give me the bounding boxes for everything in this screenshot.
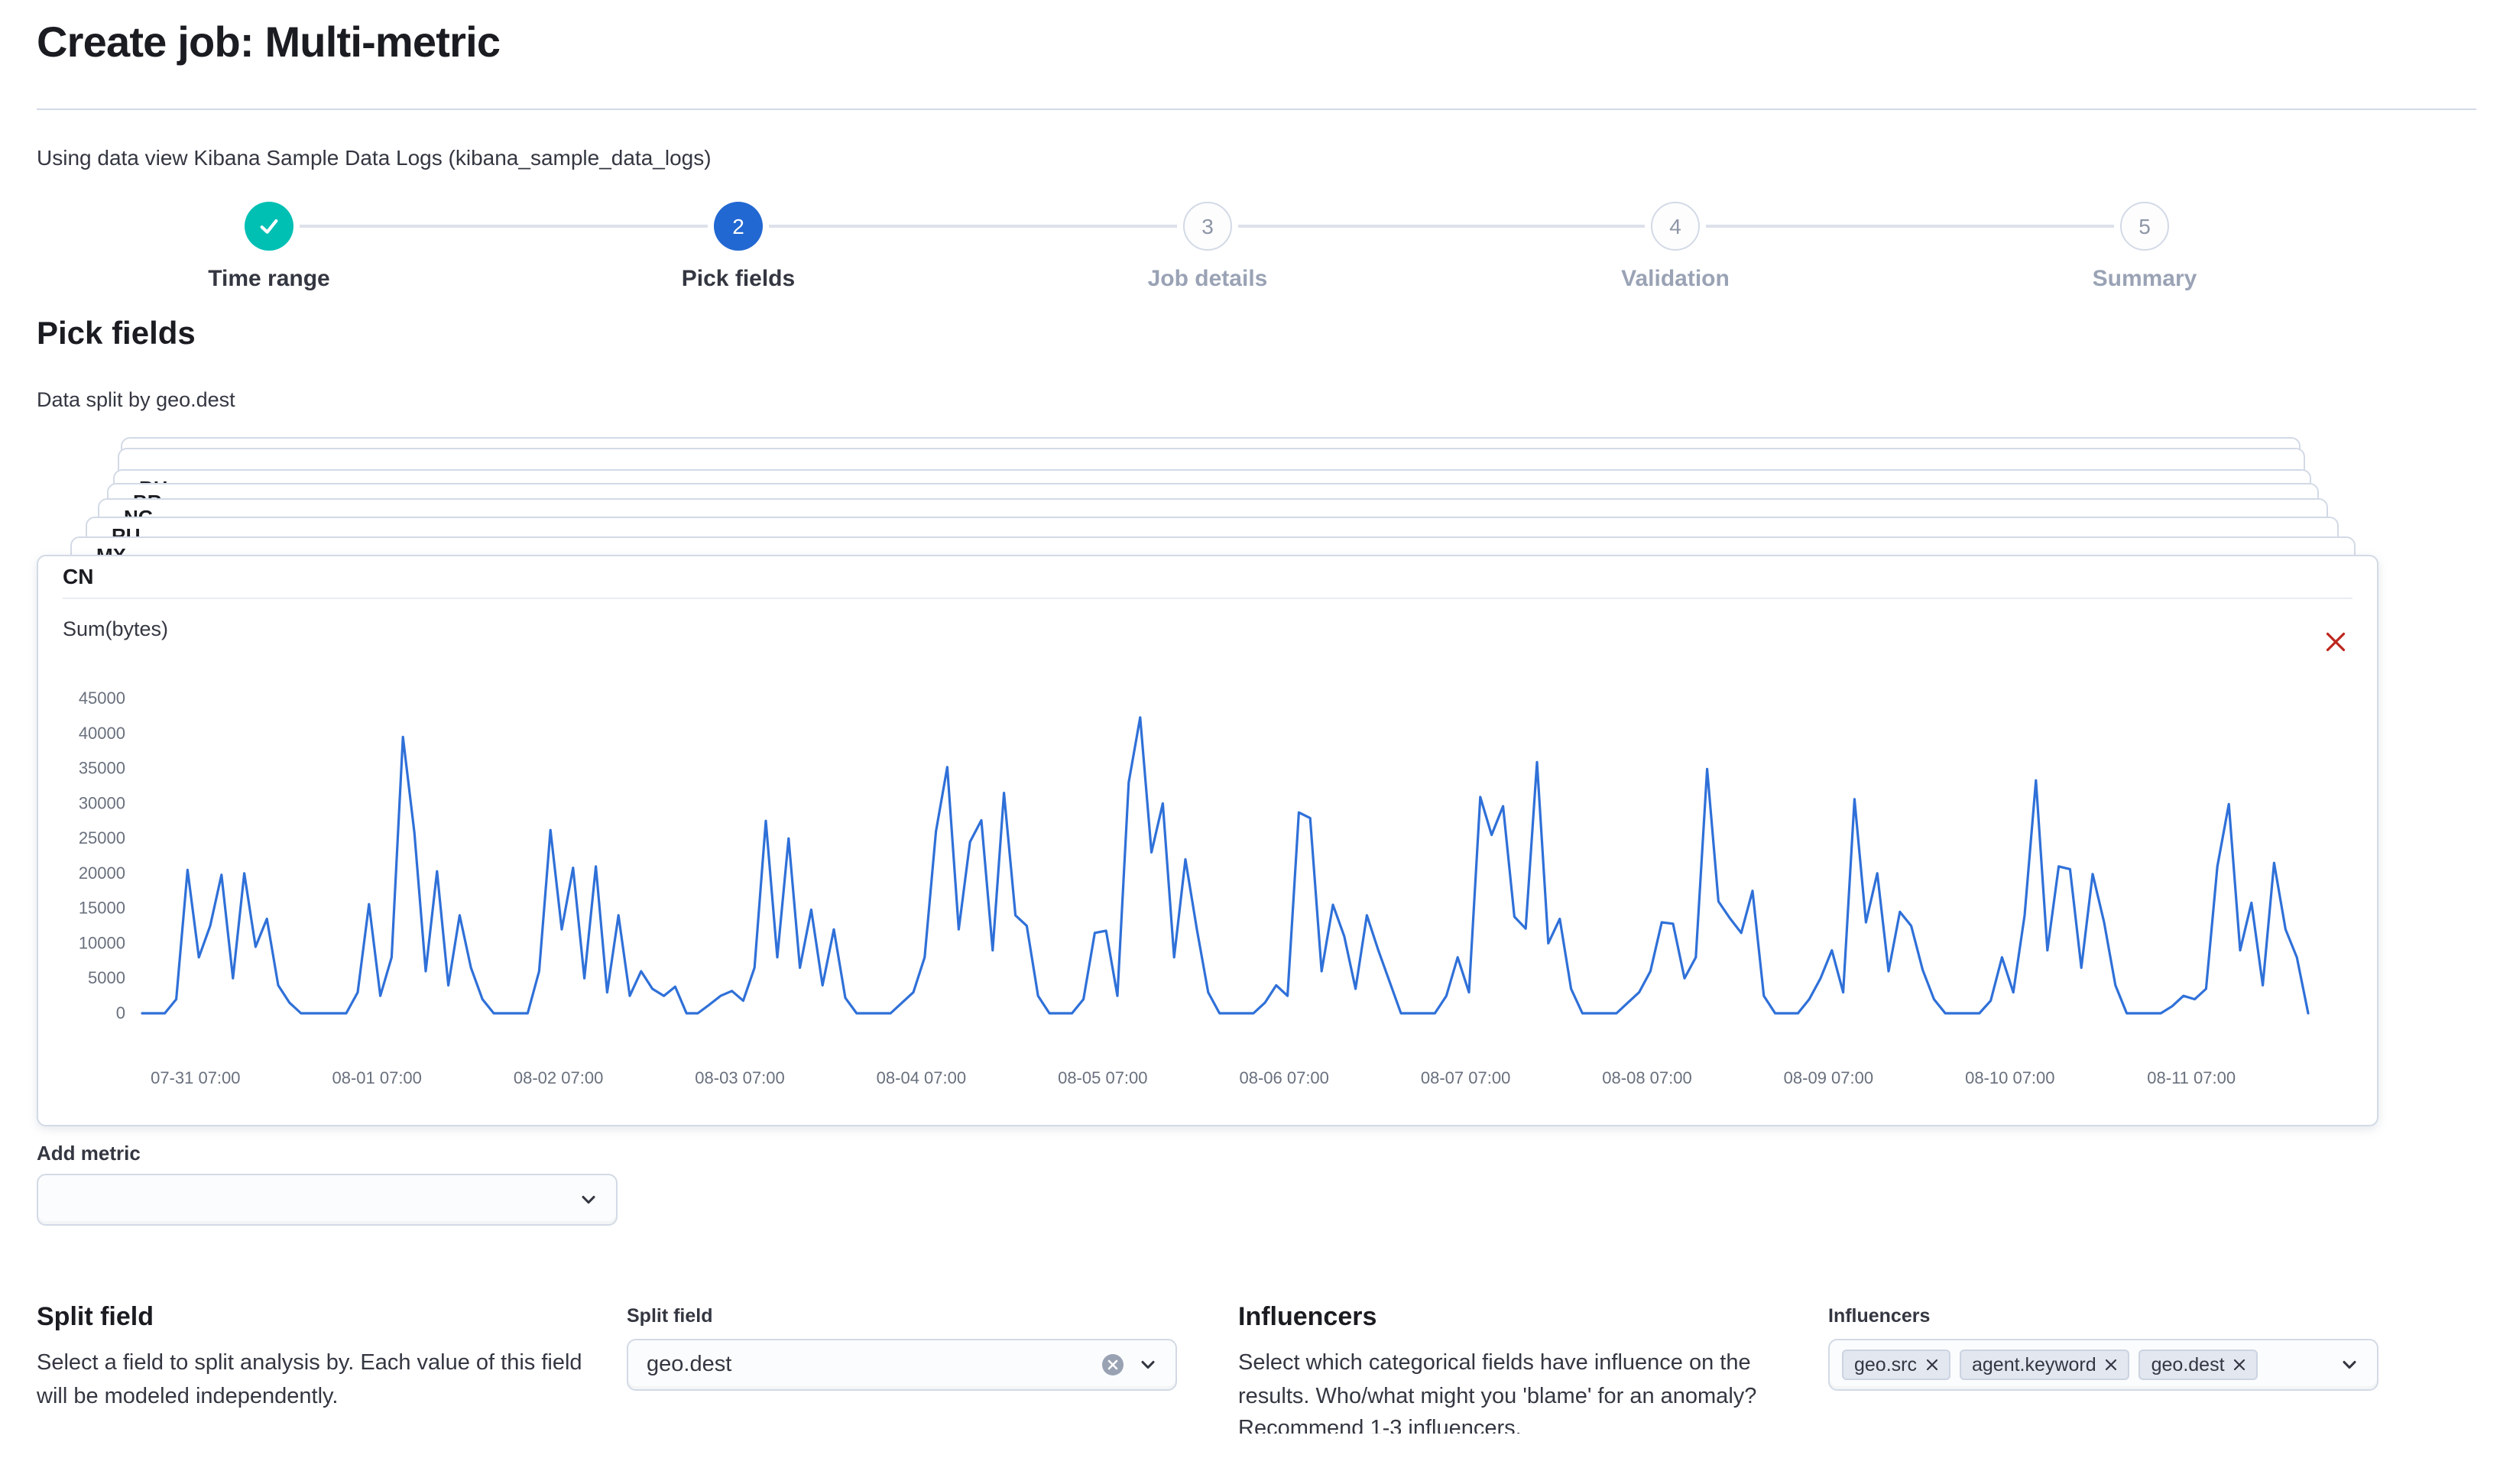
influencers-control: Influencers geo.src agent.keyword: [1828, 1305, 2378, 1391]
step-number-circle: 5: [2120, 202, 2169, 251]
header-divider: [37, 109, 2476, 110]
delete-metric-icon[interactable]: [2325, 631, 2346, 653]
svg-text:08-04 07:00: 08-04 07:00: [877, 1068, 966, 1087]
chevron-down-icon: [582, 1195, 595, 1204]
split-card-cn: CN Sum(bytes) 45000 40000 35000 30000 25000 2…: [37, 555, 2378, 1126]
metric-label: Sum(bytes): [63, 617, 169, 640]
split-card-title: CN: [63, 564, 94, 588]
svg-text:08-01 07:00: 08-01 07:00: [332, 1068, 421, 1087]
step-label: Summary: [2092, 266, 2197, 292]
step-time-range[interactable]: Time range: [147, 202, 391, 292]
split-field-label: Split field: [627, 1305, 713, 1327]
step-connector: [1706, 225, 2114, 228]
svg-text:5000: 5000: [88, 968, 125, 987]
svg-text:35000: 35000: [79, 759, 125, 778]
data-split-note: Data split by geo.dest: [37, 388, 235, 411]
step-label: Pick fields: [681, 266, 796, 292]
chevron-down-icon: [1141, 1360, 1155, 1369]
step-connector: [1238, 225, 1645, 228]
split-field-control: Split field geo.dest: [627, 1305, 1177, 1391]
svg-text:08-10 07:00: 08-10 07:00: [1965, 1068, 2054, 1087]
check-icon: [260, 219, 278, 234]
split-field-value: geo.dest: [647, 1353, 732, 1377]
svg-text:08-06 07:00: 08-06 07:00: [1239, 1068, 1328, 1087]
svg-text:30000: 30000: [79, 793, 125, 812]
step-pick-fields[interactable]: 2 Pick fields: [616, 202, 861, 292]
step-label: Time range: [208, 266, 330, 292]
step-validation: 4 Validation: [1553, 202, 1798, 292]
influencers-description: Select which categorical fields have inf…: [1238, 1351, 1757, 1434]
split-card-stack: BH BR NG RU MX CN Sum(bytes) 45000400003…: [37, 437, 2378, 1126]
svg-text:45000: 45000: [79, 689, 125, 708]
influencers-label: Influencers: [1828, 1305, 1931, 1327]
influencers-combobox[interactable]: geo.src agent.keyword geo.dest: [1828, 1339, 2378, 1391]
svg-text:08-07 07:00: 08-07 07:00: [1421, 1068, 1510, 1087]
step-number-circle: 3: [1183, 202, 1232, 251]
step-label: Job details: [1147, 266, 1268, 292]
clear-selection-icon[interactable]: [1102, 1354, 1124, 1375]
split-field-heading: Split field: [37, 1302, 154, 1331]
influencer-pill-label: agent.keyword: [1972, 1354, 2096, 1375]
step-current-circle[interactable]: 2: [714, 202, 763, 251]
add-metric-label: Add metric: [37, 1142, 141, 1165]
svg-text:15000: 15000: [79, 899, 125, 918]
svg-text:10000: 10000: [79, 933, 125, 952]
step-number-circle: 4: [1651, 202, 1700, 251]
step-label: Validation: [1621, 266, 1730, 292]
svg-text:25000: 25000: [79, 828, 125, 847]
remove-influencer-icon[interactable]: [2106, 1359, 2118, 1371]
influencer-pill-label: geo.dest: [2151, 1354, 2225, 1375]
step-summary: 5 Summary: [2022, 202, 2267, 292]
clear-x-icon: [1107, 1359, 1118, 1370]
split-field-combobox[interactable]: geo.dest: [627, 1339, 1177, 1391]
step-complete-circle[interactable]: [245, 202, 293, 251]
influencer-pill[interactable]: geo.src: [1842, 1350, 1950, 1380]
metric-line-chart: 45000 40000 35000 30000 25000 20000 15000 10000…: [79, 689, 2310, 1087]
svg-text:08-09 07:00: 08-09 07:00: [1784, 1068, 1873, 1087]
card-divider: [63, 598, 2352, 599]
svg-text:08-08 07:00: 08-08 07:00: [1602, 1068, 1691, 1087]
remove-influencer-icon[interactable]: [2234, 1359, 2246, 1371]
split-field-description: Select a field to split analysis by. Eac…: [37, 1351, 582, 1408]
svg-text:40000: 40000: [79, 724, 125, 743]
pick-fields-heading: Pick fields: [37, 316, 196, 352]
page-title: Create job: Multi-metric: [37, 18, 501, 66]
split-field-section: Split field Select a field to split anal…: [37, 1302, 596, 1414]
svg-text:08-11 07:00: 08-11 07:00: [2147, 1068, 2236, 1087]
svg-text:07-31 07:00: 07-31 07:00: [151, 1068, 240, 1087]
step-connector: [769, 225, 1177, 228]
step-connector: [300, 225, 708, 228]
influencer-pill[interactable]: agent.keyword: [1960, 1350, 2130, 1380]
influencer-pill[interactable]: geo.dest: [2138, 1350, 2258, 1380]
influencers-heading: Influencers: [1238, 1302, 1377, 1331]
step-job-details: 3 Job details: [1085, 202, 1330, 292]
svg-text:08-03 07:00: 08-03 07:00: [695, 1068, 784, 1087]
chevron-down-icon: [2343, 1360, 2356, 1369]
add-metric-select[interactable]: [37, 1174, 618, 1226]
influencer-pill-label: geo.src: [1854, 1354, 1917, 1375]
influencer-pills: geo.src agent.keyword geo.dest: [1830, 1350, 2258, 1380]
svg-text:0: 0: [116, 1003, 125, 1022]
remove-influencer-icon[interactable]: [1926, 1359, 1938, 1371]
influencers-section: Influencers Select which categorical fie…: [1238, 1302, 1810, 1434]
data-view-note: Using data view Kibana Sample Data Logs …: [37, 145, 712, 170]
svg-text:08-02 07:00: 08-02 07:00: [514, 1068, 603, 1087]
svg-text:20000: 20000: [79, 864, 125, 883]
svg-text:08-05 07:00: 08-05 07:00: [1058, 1068, 1147, 1087]
